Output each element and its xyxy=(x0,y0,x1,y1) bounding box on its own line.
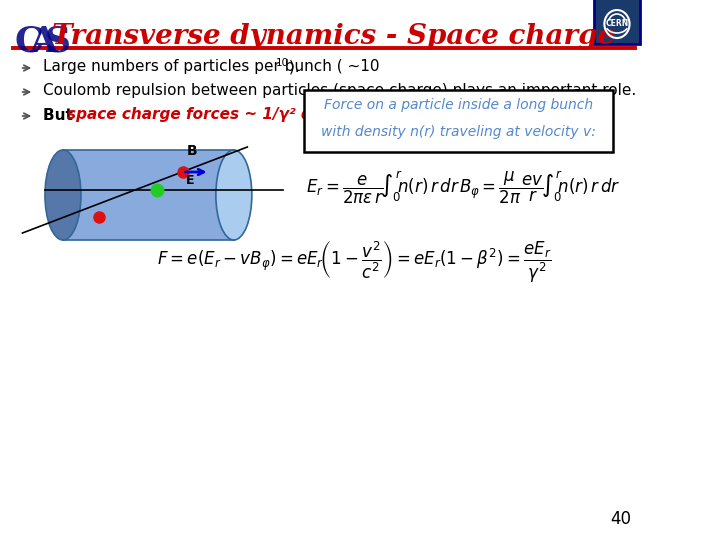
Text: E: E xyxy=(186,174,194,187)
Text: 10: 10 xyxy=(276,58,289,68)
Text: $B_\varphi = \dfrac{\mu}{2\pi}\dfrac{ev}{r}\!\int_0^r\! n(r)\, r\, dr$: $B_\varphi = \dfrac{\mu}{2\pi}\dfrac{ev}… xyxy=(459,170,620,206)
Text: Force on a particle inside a long bunch: Force on a particle inside a long bunch xyxy=(324,98,593,112)
Text: CERN: CERN xyxy=(606,19,629,29)
Text: ).: ). xyxy=(284,59,300,75)
Text: Transverse dynamics - Space charge: Transverse dynamics - Space charge xyxy=(52,23,616,50)
Text: space charge forces ~ 1/γ² disappear at relativistic velocity: space charge forces ~ 1/γ² disappear at … xyxy=(66,107,578,123)
Text: with density n(r) traveling at velocity v:: with density n(r) traveling at velocity … xyxy=(321,125,596,139)
Text: A: A xyxy=(30,25,58,59)
Text: But: But xyxy=(43,107,78,123)
Text: S: S xyxy=(45,25,71,59)
Text: Coulomb repulsion between particles (space charge) plays an important role.: Coulomb repulsion between particles (spa… xyxy=(43,84,636,98)
Text: $E_r = \dfrac{e}{2\pi\varepsilon\, r}\!\int_0^r\! n(r)\, r\, dr$: $E_r = \dfrac{e}{2\pi\varepsilon\, r}\!\… xyxy=(306,170,460,206)
FancyBboxPatch shape xyxy=(593,0,640,44)
Text: C: C xyxy=(14,25,43,59)
Polygon shape xyxy=(63,150,234,240)
Text: B: B xyxy=(186,144,197,158)
FancyBboxPatch shape xyxy=(304,90,613,152)
Ellipse shape xyxy=(45,150,81,240)
Text: 40: 40 xyxy=(611,510,631,528)
Text: $F = e(E_r - vB_\varphi) = eE_r\!\left(1-\dfrac{v^2}{c^2}\right) = eE_r(1-\beta^: $F = e(E_r - vB_\varphi) = eE_r\!\left(1… xyxy=(158,240,552,286)
Text: Large numbers of particles per bunch ( ~10: Large numbers of particles per bunch ( ~… xyxy=(43,59,379,75)
Ellipse shape xyxy=(216,150,252,240)
